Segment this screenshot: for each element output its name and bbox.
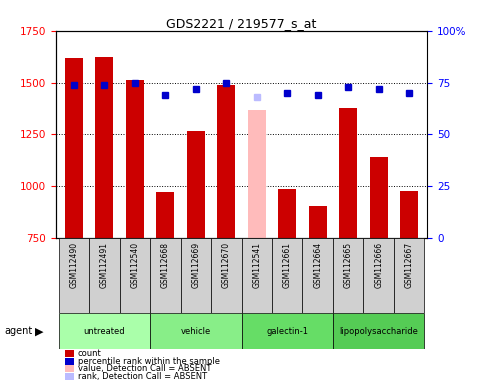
Bar	[272, 238, 302, 313]
Bar	[394, 238, 425, 313]
Bar	[186, 131, 205, 238]
Bar	[333, 313, 425, 349]
Bar	[156, 192, 174, 238]
Bar	[278, 189, 297, 238]
Bar	[89, 238, 120, 313]
Text: lipopolysaccharide: lipopolysaccharide	[339, 327, 418, 336]
Text: untreated: untreated	[84, 327, 125, 336]
Text: agent: agent	[5, 326, 33, 336]
Text: GSM112667: GSM112667	[405, 242, 413, 288]
Text: GSM112666: GSM112666	[374, 242, 383, 288]
Text: vehicle: vehicle	[181, 327, 211, 336]
Bar	[309, 206, 327, 238]
Bar	[120, 238, 150, 313]
Bar	[333, 238, 363, 313]
Text: percentile rank within the sample: percentile rank within the sample	[78, 357, 220, 366]
Text: rank, Detection Call = ABSENT: rank, Detection Call = ABSENT	[78, 372, 207, 381]
Bar	[339, 108, 357, 238]
Bar	[248, 109, 266, 238]
Title: GDS2221 / 219577_s_at: GDS2221 / 219577_s_at	[166, 17, 317, 30]
Bar	[58, 238, 89, 313]
Text: GSM112661: GSM112661	[283, 242, 292, 288]
Bar	[181, 238, 211, 313]
Text: GSM112540: GSM112540	[130, 242, 139, 288]
Text: count: count	[78, 349, 101, 358]
Bar	[242, 238, 272, 313]
Bar	[217, 84, 235, 238]
Text: GSM112541: GSM112541	[252, 242, 261, 288]
Text: value, Detection Call = ABSENT: value, Detection Call = ABSENT	[78, 364, 211, 374]
Text: GSM112490: GSM112490	[70, 242, 78, 288]
Text: GSM112670: GSM112670	[222, 242, 231, 288]
Text: GSM112669: GSM112669	[191, 242, 200, 288]
Bar	[400, 191, 418, 238]
Text: GSM112664: GSM112664	[313, 242, 322, 288]
Text: GSM112491: GSM112491	[100, 242, 109, 288]
Bar	[363, 238, 394, 313]
Text: GSM112665: GSM112665	[344, 242, 353, 288]
Bar	[369, 157, 388, 238]
Text: ▶: ▶	[35, 326, 43, 336]
Bar	[95, 56, 114, 238]
Bar	[126, 81, 144, 238]
Bar	[150, 313, 242, 349]
Bar	[242, 313, 333, 349]
Bar	[65, 58, 83, 238]
Text: GSM112668: GSM112668	[161, 242, 170, 288]
Bar	[302, 238, 333, 313]
Text: galectin-1: galectin-1	[266, 327, 308, 336]
Bar	[211, 238, 242, 313]
Bar	[58, 313, 150, 349]
Bar	[150, 238, 181, 313]
